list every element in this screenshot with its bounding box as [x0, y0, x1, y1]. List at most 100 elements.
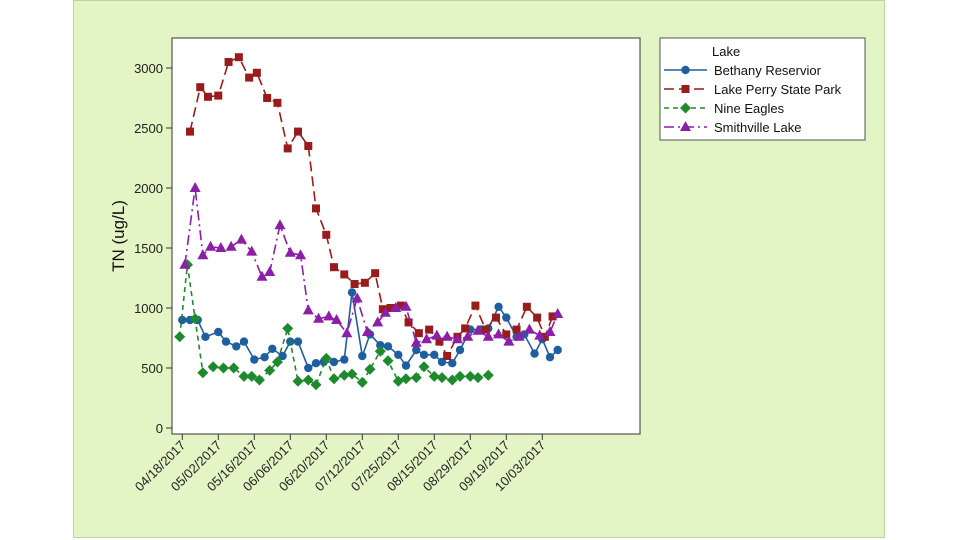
- data-point: [328, 373, 340, 385]
- data-point: [294, 127, 302, 136]
- data-point: [382, 355, 394, 367]
- legend-label: Smithville Lake: [714, 120, 801, 135]
- data-point: [431, 329, 443, 340]
- data-point: [396, 301, 405, 310]
- y-tick-label: 2500: [134, 121, 163, 136]
- data-point: [379, 306, 391, 317]
- data-point: [284, 246, 296, 257]
- data-point: [225, 240, 237, 251]
- data-point: [313, 312, 325, 323]
- data-point: [503, 335, 515, 346]
- data-point: [430, 350, 439, 359]
- data-point: [378, 305, 387, 314]
- data-point: [323, 310, 335, 321]
- data-point: [553, 345, 562, 355]
- data-point: [273, 98, 282, 107]
- data-point: [253, 374, 265, 386]
- data-point: [295, 249, 307, 260]
- data-point: [448, 359, 457, 368]
- data-point: [264, 364, 276, 376]
- y-axis-title: TN (ug/L): [109, 200, 128, 272]
- legend-entry: Bethany Reservior: [664, 63, 822, 78]
- data-point: [174, 331, 186, 343]
- data-point: [394, 350, 403, 359]
- data-point: [178, 315, 187, 325]
- data-point: [268, 344, 277, 353]
- y-tick-label: 2000: [134, 181, 163, 196]
- data-point: [552, 308, 564, 318]
- y-tick-label: 1000: [134, 301, 163, 316]
- data-point: [534, 329, 546, 340]
- data-point: [481, 325, 490, 334]
- legend-label: Lake Perry State Park: [714, 82, 842, 97]
- data-point: [347, 288, 357, 297]
- data-point: [471, 301, 480, 310]
- data-point: [493, 328, 505, 339]
- legend: Lake Bethany Reservior Lake Perry State P…: [659, 37, 866, 141]
- legend-swatch-marker: [680, 121, 691, 131]
- y-tick-label: 500: [141, 361, 163, 376]
- data-point: [322, 230, 331, 239]
- data-point: [215, 242, 227, 252]
- legend-swatch-marker: [680, 102, 691, 114]
- data-point: [204, 92, 212, 101]
- data-point: [341, 327, 353, 338]
- legend-entry: Smithville Lake: [664, 120, 801, 135]
- data-point: [494, 302, 503, 311]
- data-point: [512, 325, 521, 334]
- legend-entry: Nine Eagles: [664, 101, 785, 116]
- data-point: [189, 313, 201, 325]
- data-point: [414, 329, 423, 338]
- data-point: [350, 280, 359, 288]
- data-point: [374, 345, 386, 357]
- data-point: [302, 374, 314, 386]
- y-axis: 0 500 1000 1500 2000 2500 3000: [134, 61, 172, 436]
- data-point: [548, 312, 557, 321]
- data-point: [401, 361, 411, 370]
- data-point: [435, 337, 444, 346]
- data-point: [418, 361, 430, 373]
- data-point: [179, 258, 191, 269]
- series-smithville-lake: [179, 182, 564, 347]
- data-point: [513, 330, 525, 341]
- data-point: [412, 345, 421, 355]
- data-point: [304, 142, 313, 150]
- data-point: [351, 292, 363, 303]
- data-point: [361, 326, 373, 336]
- data-point: [340, 355, 349, 364]
- data-point: [263, 94, 272, 102]
- data-point: [312, 204, 320, 213]
- data-point: [421, 333, 433, 344]
- data-point: [330, 263, 338, 272]
- y-tick-label: 0: [156, 421, 163, 436]
- data-point: [464, 370, 476, 382]
- data-point: [214, 327, 223, 337]
- data-point: [425, 325, 434, 334]
- data-point: [214, 91, 223, 100]
- data-point: [545, 353, 555, 362]
- data-point: [472, 372, 484, 384]
- data-point: [197, 367, 209, 379]
- data-point: [530, 349, 539, 358]
- data-point: [260, 353, 269, 362]
- data-point: [390, 302, 402, 312]
- data-point: [293, 337, 303, 346]
- data-point: [304, 363, 313, 373]
- data-point: [264, 266, 276, 276]
- data-point: [274, 219, 286, 230]
- legend-entry: Lake Perry State Park: [664, 82, 842, 97]
- data-point: [320, 352, 332, 364]
- data-point: [217, 362, 229, 374]
- data-point: [250, 355, 259, 364]
- data-point: [221, 337, 231, 346]
- series-layer: [174, 53, 564, 391]
- data-point: [197, 249, 209, 260]
- data-point: [207, 361, 219, 373]
- data-point: [376, 341, 385, 350]
- data-point: [340, 270, 349, 279]
- data-point: [482, 330, 494, 341]
- data-point: [371, 269, 380, 278]
- data-point: [462, 330, 474, 341]
